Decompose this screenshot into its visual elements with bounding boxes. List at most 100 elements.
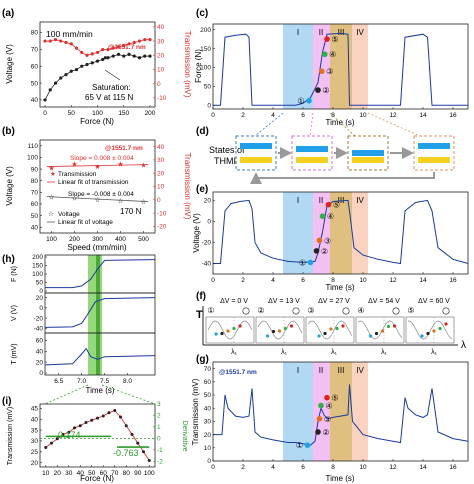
voltage-point — [116, 52, 121, 56]
voltage-point — [64, 73, 68, 77]
f-state-dot — [323, 331, 327, 336]
panel-d-letter: (d) — [196, 126, 209, 137]
h-x-tick-label: 7.0 — [77, 378, 86, 385]
f-state-dv: ΔV = 60 V — [418, 298, 450, 305]
panel-g-letter: (g) — [196, 354, 209, 365]
voltage-point — [53, 81, 58, 85]
g-region-label: III — [338, 366, 345, 375]
c-marker-label: ③ — [326, 67, 333, 76]
voltage-point — [143, 54, 147, 58]
f-state-number: ② — [257, 306, 264, 315]
f-state-dot — [220, 331, 224, 336]
f-state-dot — [277, 329, 282, 333]
voltage-point — [137, 56, 142, 60]
panel-h-series — [44, 259, 156, 366]
i-yr-tick-label: 2 — [157, 413, 161, 420]
a-yr-tick-label: -10 — [157, 95, 167, 102]
transmission-point — [53, 38, 58, 42]
voltage-point: ☆ — [140, 198, 146, 206]
panel-b-ylabel-left: Voltage (V) — [5, 166, 14, 206]
a-yl-tick-label: 80 — [31, 30, 39, 37]
f-state-box — [355, 316, 405, 344]
g-marker-label: ⑤ — [331, 394, 338, 403]
panel-a-wavelength: @1551.7 nm — [108, 44, 146, 51]
a-yl-tick-label: 70 — [31, 47, 39, 54]
e-marker-label: ④ — [327, 212, 334, 221]
panel-a-ticks: 0 50 100 150 200 40 50 60 70 80 -10 0 10 20 30 40 — [31, 24, 167, 117]
transmission-point — [148, 38, 152, 42]
i-yl-tick-label: 20 — [31, 460, 39, 467]
a-yr-tick-label: 40 — [157, 24, 165, 31]
c-y-tick-label: 50 — [204, 84, 212, 91]
voltage-point — [59, 76, 63, 80]
panel-i-ticks: 10 20 30 40 50 60 70 80 90 100202530354045-2-1012… — [31, 401, 163, 477]
b-yr-tick-label: -20 — [157, 224, 167, 231]
panel-a-xlabel: Force (N) — [80, 117, 114, 126]
e-marker-label: ② — [321, 247, 328, 256]
voltage-point — [122, 54, 126, 58]
legend-voltage: Voltage — [58, 211, 80, 218]
a-x-tick-label: 0 — [43, 110, 47, 117]
a-x-tick-label: 100 — [92, 110, 103, 117]
e-y-tick-label: -40 — [202, 261, 212, 268]
e-x-tick-label: 8 — [331, 277, 335, 284]
c-x-tick-label: 14 — [419, 112, 427, 119]
c-y-tick-label: 100 — [200, 65, 211, 72]
i-point — [107, 411, 111, 415]
f-state-spectrum — [357, 320, 403, 340]
transmission-point — [137, 39, 142, 43]
panel-e-ticks: 0 2 4 6 8 10 12 14 16 -40 -20 0 20 — [202, 198, 457, 284]
c-marker-label: ① — [297, 97, 304, 106]
h-y1-tick-label: 20 — [36, 295, 44, 302]
f-state-dv: ΔV = 27 V — [318, 298, 350, 305]
g-marker-label: ① — [296, 441, 303, 450]
i-yr-tick-label: 1 — [157, 424, 161, 431]
f-state-dot — [420, 334, 424, 338]
g-x-tick-label: 10 — [359, 464, 367, 471]
svg-text:☆: ☆ — [48, 210, 54, 218]
transmission-point: ★ — [94, 163, 100, 171]
f-state-lambda-label: λ₁ — [331, 349, 338, 356]
c-x-tick-label: 6 — [301, 112, 305, 119]
g-marker-label: ④ — [325, 402, 332, 411]
i-point — [61, 432, 65, 436]
e-y-tick-label: 0 — [207, 219, 211, 226]
panel-h-zoom-right — [101, 384, 156, 405]
panel-g-wavelength: @1551.7 nm — [219, 369, 257, 376]
i-x-tick-label: 60 — [100, 470, 108, 477]
panel-c-series: ① ② ③ ④ ⑤ — [213, 32, 468, 106]
g-x-tick-label: 16 — [449, 464, 457, 471]
h-y2-tick-label: 20 — [36, 359, 44, 366]
transmission-point: ★ — [48, 164, 54, 172]
b-yl-tick-label: 90 — [31, 166, 39, 173]
g-marker-dot — [318, 402, 324, 409]
c-x-tick-label: 2 — [241, 112, 245, 119]
panel-e-letter: (e) — [196, 184, 208, 195]
c-marker-dot — [324, 36, 330, 42]
transmission-point — [74, 46, 79, 50]
voltage-point — [127, 52, 131, 56]
voltage-point — [106, 56, 110, 60]
f-state-5: ⑤ ΔV = 60 V λ₁ — [405, 298, 455, 356]
a-yr-tick-label: 10 — [157, 67, 165, 74]
c-region-label: III — [338, 28, 345, 37]
voltage-point: ☆ — [48, 193, 54, 201]
panel-b-xlabel: Speed (mm/min) — [67, 243, 126, 252]
voltage-point — [80, 64, 84, 68]
g-marker-dot — [324, 394, 330, 401]
thmi-state-4 — [413, 135, 455, 171]
i-point — [50, 441, 53, 445]
transmission-point — [43, 39, 47, 43]
e-region-label: I — [297, 196, 299, 205]
e-region-label: IV — [356, 196, 364, 205]
panel-a-condition: 100 mm/min — [46, 29, 93, 39]
f-state-dot — [232, 326, 236, 331]
panel-b-force: 170 N — [120, 207, 142, 216]
panel-h-xlabel: Time (s) — [85, 386, 114, 395]
f-state-1: ① ΔV = 0 V λ₁ — [205, 298, 255, 356]
i-point — [84, 420, 88, 424]
panel-c-ylabel: Force (N) — [194, 49, 203, 83]
g-y-tick-label: 40 — [204, 405, 212, 412]
g-trace — [213, 384, 469, 446]
